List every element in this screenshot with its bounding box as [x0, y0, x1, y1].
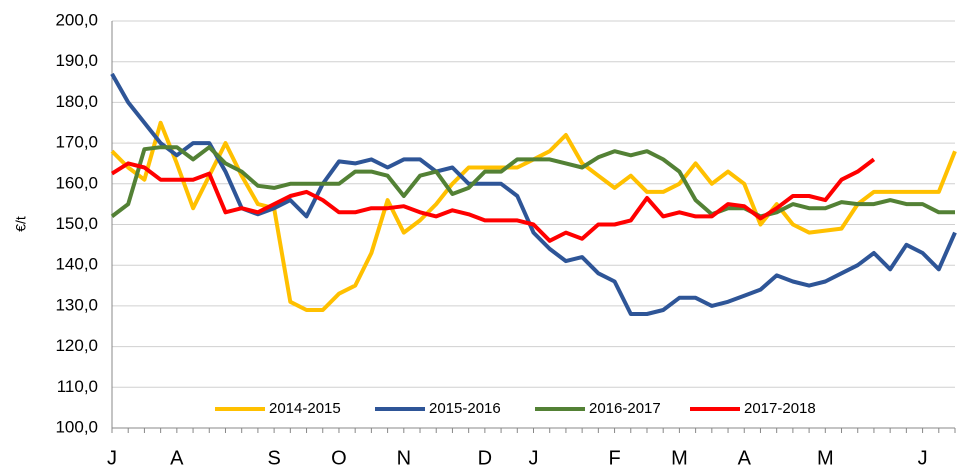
x-tick-label: O [331, 447, 347, 469]
legend-label: 2017-2018 [744, 400, 816, 417]
series-line [110, 157, 876, 243]
series-line [110, 145, 955, 219]
legend-label: 2016-2017 [589, 400, 661, 417]
y-tick-label: 110,0 [57, 377, 98, 396]
x-tick-label: S [267, 447, 280, 469]
legend-label: 2015-2016 [429, 400, 501, 417]
y-tick-label: 190,0 [55, 51, 98, 70]
y-tick-label: 200,0 [55, 10, 98, 29]
y-axis-title: €/t [13, 216, 29, 232]
y-tick-label: 160,0 [55, 173, 98, 192]
y-tick-label: 150,0 [55, 214, 98, 233]
y-tick-label: 180,0 [55, 92, 98, 111]
x-tick-label: F [608, 447, 620, 469]
y-tick-label: 170,0 [55, 133, 98, 152]
x-tick-label: J [918, 447, 928, 469]
x-tick-label: A [170, 447, 184, 469]
y-tick-label: 130,0 [55, 295, 98, 314]
x-tick-label: J [107, 447, 117, 469]
x-tick-label: M [817, 447, 834, 469]
x-tick-label: M [671, 447, 688, 469]
x-tick-label: D [478, 447, 492, 469]
x-tick-label: N [397, 447, 411, 469]
y-tick-label: 120,0 [55, 336, 98, 355]
y-tick-label: 100,0 [55, 417, 98, 436]
x-tick-label: A [738, 447, 752, 469]
y-tick-label: 140,0 [55, 255, 98, 274]
legend-label: 2014-2015 [269, 400, 341, 417]
x-tick-label: J [529, 447, 539, 469]
